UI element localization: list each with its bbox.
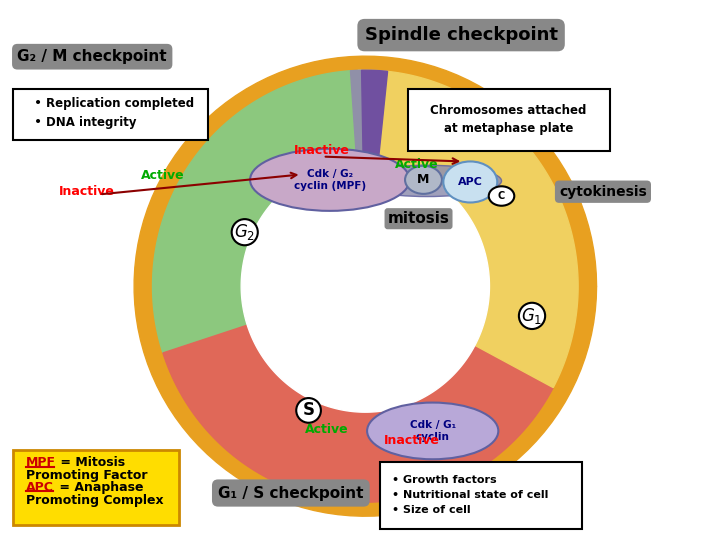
Text: Cdk / G₁
cyclin: Cdk / G₁ cyclin	[410, 420, 456, 442]
Text: Cdk / G₂
cyclin (MPF): Cdk / G₂ cyclin (MPF)	[294, 169, 366, 191]
Text: $G_2$: $G_2$	[234, 222, 256, 242]
Text: • Growth factors
• Nutritional state of cell
• Size of cell: • Growth factors • Nutritional state of …	[392, 475, 549, 515]
Text: Promoting Factor: Promoting Factor	[26, 469, 148, 482]
Text: C: C	[498, 191, 505, 201]
Ellipse shape	[353, 165, 502, 197]
Text: G₁ / S checkpoint: G₁ / S checkpoint	[218, 485, 364, 501]
Polygon shape	[358, 70, 578, 388]
Text: Active: Active	[141, 169, 185, 183]
Polygon shape	[134, 56, 597, 516]
Text: Chromosomes attached
at metaphase plate: Chromosomes attached at metaphase plate	[431, 104, 587, 136]
Text: MPF: MPF	[26, 456, 56, 469]
Text: Spindle checkpoint: Spindle checkpoint	[364, 26, 557, 44]
FancyBboxPatch shape	[13, 450, 179, 525]
Polygon shape	[351, 70, 363, 160]
Text: = Anaphase: = Anaphase	[55, 481, 144, 494]
Text: Inactive: Inactive	[294, 144, 349, 157]
Polygon shape	[241, 160, 490, 412]
Text: G₂ / M checkpoint: G₂ / M checkpoint	[17, 49, 167, 64]
Circle shape	[405, 166, 442, 194]
Text: S: S	[302, 401, 315, 420]
Polygon shape	[153, 71, 356, 353]
Text: M: M	[418, 173, 430, 186]
Text: Inactive: Inactive	[59, 185, 115, 199]
Ellipse shape	[367, 403, 498, 459]
Text: Active: Active	[395, 158, 438, 172]
Text: = Mitosis: = Mitosis	[56, 456, 125, 469]
FancyBboxPatch shape	[408, 89, 610, 151]
Polygon shape	[163, 325, 553, 502]
Polygon shape	[361, 70, 387, 161]
Polygon shape	[239, 159, 492, 414]
Text: APC: APC	[458, 177, 482, 187]
Text: mitosis: mitosis	[387, 211, 449, 226]
Text: cytokinesis: cytokinesis	[559, 185, 647, 199]
Text: APC: APC	[26, 481, 54, 494]
Circle shape	[444, 161, 498, 202]
Text: Active: Active	[305, 423, 348, 436]
Text: Promoting Complex: Promoting Complex	[26, 494, 164, 507]
Text: Inactive: Inactive	[384, 434, 439, 447]
FancyBboxPatch shape	[13, 89, 208, 140]
FancyBboxPatch shape	[379, 462, 582, 529]
Circle shape	[489, 186, 514, 206]
Ellipse shape	[250, 148, 410, 211]
Text: $G_1$: $G_1$	[521, 306, 543, 326]
Text: • Replication completed
  • DNA integrity: • Replication completed • DNA integrity	[26, 97, 194, 130]
